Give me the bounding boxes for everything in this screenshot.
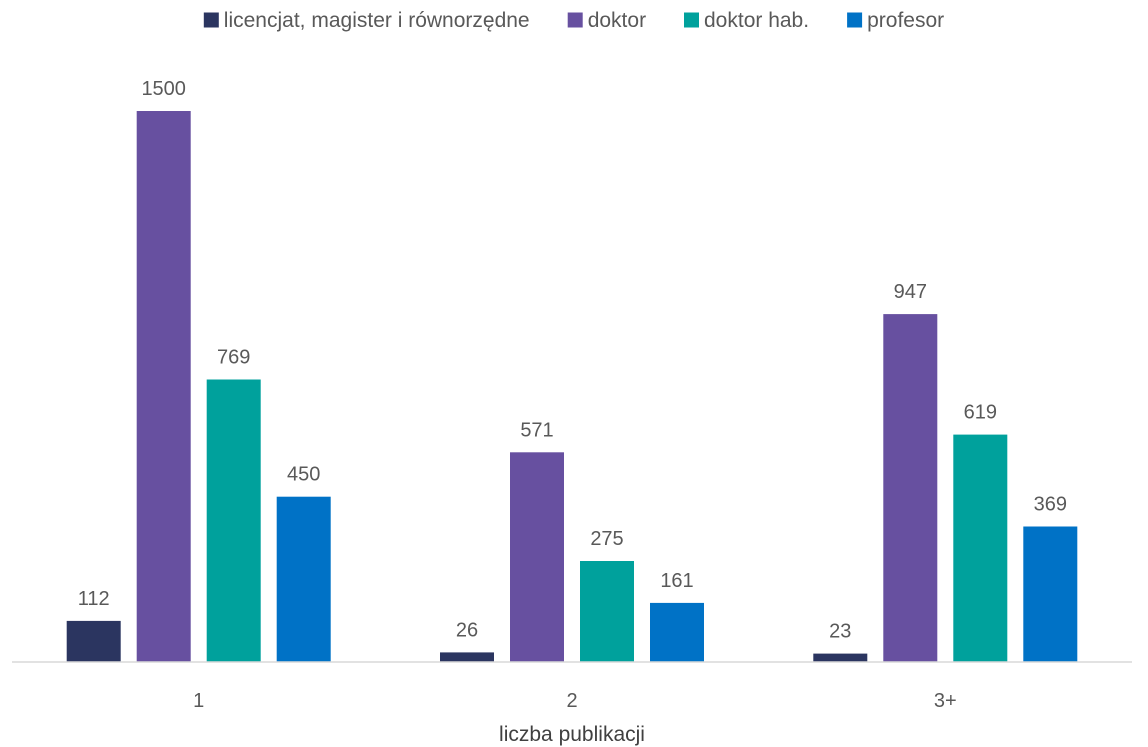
data-labels-group: 112 1500 769 450 26 571 275 161 23 947 619 369: [78, 78, 1067, 643]
bar-2-series-4: [650, 602, 704, 662]
bar-2-series-3: [580, 561, 634, 662]
x-tick-label: 1: [193, 690, 204, 712]
legend-label: doktor hab.: [704, 9, 809, 32]
bar-2-series-1: [440, 652, 494, 662]
data-label: 450: [287, 464, 320, 486]
legend-label: profesor: [867, 9, 944, 32]
data-label: 571: [520, 419, 553, 441]
bar-3plus-series-4: [1023, 526, 1078, 662]
bar-2-series-2: [510, 452, 564, 662]
legend-label: doktor: [588, 9, 646, 32]
x-axis-title: liczba publikacji: [499, 723, 645, 746]
bar-1-series-2: [136, 111, 191, 662]
data-label: 947: [894, 281, 927, 303]
data-label: 369: [1034, 494, 1067, 516]
legend-swatch: [567, 12, 583, 28]
bar-1-series-1: [66, 620, 121, 662]
legend: licencjat, magister i równorzędne doktor d…: [203, 9, 944, 32]
legend-item: licencjat, magister i równorzędne: [203, 9, 530, 32]
legend-item: doktor hab.: [684, 9, 809, 32]
x-tick-label: 3+: [934, 690, 957, 712]
data-label: 26: [456, 619, 478, 641]
data-label: 619: [964, 402, 997, 424]
legend-swatch: [684, 12, 699, 28]
bar-1-series-3: [206, 379, 261, 662]
legend-item: doktor: [567, 9, 646, 32]
bars-group: [66, 111, 1078, 662]
data-label: 112: [78, 588, 110, 610]
x-tick-label: 2: [566, 690, 577, 712]
bar-3plus-series-3: [953, 434, 1008, 662]
legend-swatch: [847, 12, 863, 28]
bar-3plus-series-1: [813, 653, 868, 662]
x-tick-labels-group: 1 2 3+: [193, 690, 957, 712]
data-label: 275: [590, 528, 623, 550]
legend-swatch: [203, 12, 219, 28]
bar-1-series-4: [276, 496, 331, 662]
data-label: 1500: [141, 78, 186, 100]
data-label: 161: [660, 570, 693, 592]
legend-label: licencjat, magister i równorzędne: [224, 9, 530, 32]
data-label: 23: [829, 621, 851, 643]
bar-3plus-series-2: [883, 314, 938, 662]
legend-item: profesor: [847, 9, 944, 32]
data-label: 769: [217, 347, 250, 369]
